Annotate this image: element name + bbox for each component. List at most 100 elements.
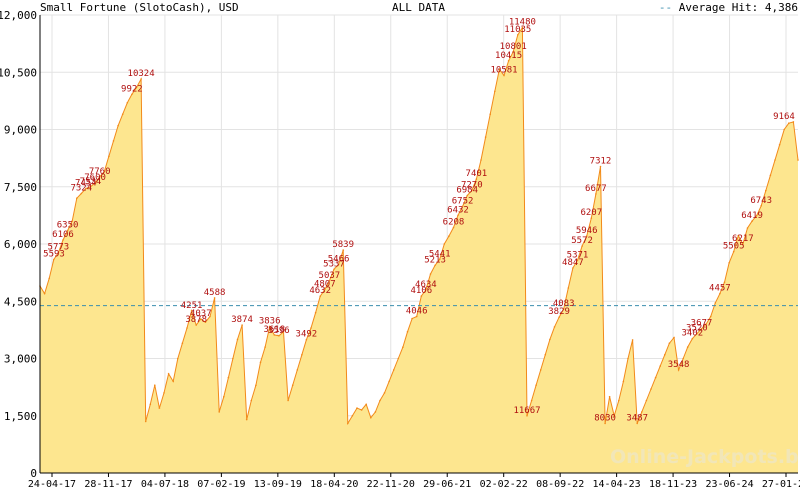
data-point <box>66 229 69 232</box>
data-point <box>604 422 606 425</box>
data-point <box>112 140 115 142</box>
data-label: 10581 <box>490 66 517 76</box>
data-point <box>71 220 73 222</box>
data-label: 3492 <box>296 330 318 340</box>
data-point <box>140 78 142 80</box>
y-tick-label: 9,000 <box>4 124 37 137</box>
data-label: 3487 <box>626 413 648 423</box>
data-point <box>310 327 312 329</box>
data-point <box>668 342 671 345</box>
data-point <box>627 357 629 360</box>
data-label: 7270 <box>461 181 483 191</box>
data-point <box>402 346 404 348</box>
data-label: 6677 <box>585 184 607 194</box>
data-point <box>328 280 331 282</box>
data-point <box>595 193 597 195</box>
data-point <box>227 376 230 379</box>
data-point <box>797 159 799 161</box>
x-tick-label: 18-11-23 <box>649 479 697 490</box>
data-point <box>370 416 372 419</box>
data-point <box>535 384 537 387</box>
x-tick-label: 08-09-22 <box>536 479 584 490</box>
data-point <box>778 144 781 146</box>
y-tick-label: 1,500 <box>4 410 37 423</box>
data-point <box>622 380 625 383</box>
data-point <box>94 182 96 184</box>
data-label: 6106 <box>52 230 74 240</box>
data-point <box>255 384 257 387</box>
data-point <box>383 392 386 394</box>
data-point <box>121 113 124 115</box>
data-point <box>448 235 450 237</box>
data-point <box>190 310 193 312</box>
data-point <box>379 399 381 402</box>
data-label: 6752 <box>452 196 474 206</box>
data-point <box>241 324 243 326</box>
data-point <box>751 220 753 222</box>
y-tick-label: 6,000 <box>4 238 37 251</box>
data-label: 7454 <box>75 179 97 189</box>
y-tick-label: 0 <box>30 467 37 480</box>
x-tick-label: 13-09-19 <box>254 479 302 490</box>
data-point <box>126 102 129 104</box>
data-point <box>264 346 266 348</box>
data-point <box>549 338 551 341</box>
data-point <box>742 243 744 245</box>
data-label: 3878 <box>185 315 207 325</box>
data-point <box>475 178 478 180</box>
data-label: 6217 <box>732 234 754 244</box>
data-point <box>319 295 322 298</box>
data-point <box>480 159 482 161</box>
data-point <box>259 361 262 364</box>
data-point <box>204 321 207 324</box>
series-area-fill <box>40 27 798 473</box>
data-label: 7312 <box>590 157 612 167</box>
data-point <box>333 268 335 271</box>
data-point <box>98 176 101 178</box>
data-point <box>526 415 528 417</box>
data-point <box>273 334 276 336</box>
y-tick-label: 12,000 <box>0 9 37 22</box>
data-label: 3548 <box>668 360 690 370</box>
data-label: 5037 <box>319 271 341 281</box>
data-point <box>287 399 289 402</box>
data-point <box>218 411 220 413</box>
data-point <box>388 380 390 383</box>
series-line <box>39 26 799 426</box>
x-tick-label: 07-02-19 <box>197 479 245 490</box>
data-label: 7401 <box>466 169 488 179</box>
data-point <box>131 93 133 96</box>
x-tick-label: 22-11-20 <box>367 479 415 490</box>
data-point <box>296 369 299 371</box>
data-point <box>774 159 776 161</box>
data-label: 3596 <box>268 326 290 336</box>
data-point <box>769 174 772 177</box>
data-point <box>700 327 703 330</box>
data-point <box>719 292 721 295</box>
data-point <box>365 403 368 406</box>
data-point <box>783 128 785 131</box>
data-point <box>503 74 505 77</box>
data-point <box>590 217 593 219</box>
data-point <box>507 60 510 62</box>
data-point <box>360 409 363 411</box>
data-point <box>484 136 487 138</box>
data-point <box>438 258 441 261</box>
data-label: 4807 <box>314 280 336 290</box>
data-label: 5839 <box>332 240 354 250</box>
data-point <box>209 315 211 318</box>
data-point <box>356 407 358 409</box>
data-point <box>301 353 303 356</box>
data-point <box>245 418 248 421</box>
x-tick-label: 28-11-17 <box>84 479 132 490</box>
x-axis-ticks: 24-04-17 28-11-17 04-07-18 07-02-19 13-09-19… <box>28 473 800 490</box>
data-label: 5441 <box>429 249 451 259</box>
data-point <box>374 411 377 413</box>
data-point <box>755 214 758 217</box>
data-point <box>714 302 717 304</box>
data-point <box>392 369 395 371</box>
data-point <box>686 346 689 348</box>
data-point <box>144 420 147 423</box>
data-label: 6419 <box>741 211 763 221</box>
